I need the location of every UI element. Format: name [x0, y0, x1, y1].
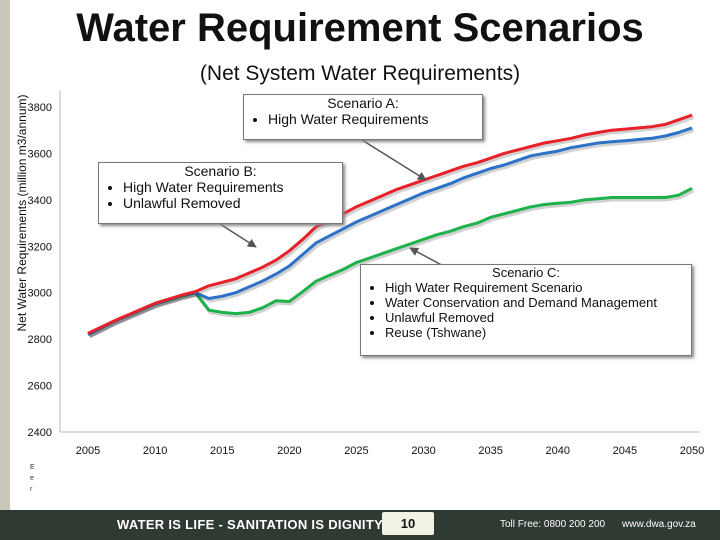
callout-c-bullet: Unlawful Removed: [385, 310, 691, 325]
footer-website: www.dwa.gov.za: [622, 519, 696, 530]
footer-slogan: WATER IS LIFE - SANITATION IS DIGNITY: [117, 517, 384, 532]
y-tick-label: 3200: [28, 241, 52, 253]
x-tick-label: 2010: [143, 445, 167, 457]
callout-b-title: Scenario B:: [184, 163, 257, 179]
series-line-red-shadow: [88, 115, 695, 338]
x-tick-label: 2030: [411, 445, 435, 457]
series-line-blue-shadow: [88, 128, 695, 339]
callout-c-title: Scenario C:: [492, 265, 560, 280]
left-edge-strip: [0, 0, 10, 540]
x-tick-label: 2040: [546, 445, 570, 457]
y-tick-label: 3400: [28, 195, 52, 207]
series-line-blue: [87, 126, 693, 336]
x-tick-label: 2005: [76, 445, 100, 457]
y-tick-label: 3000: [28, 288, 52, 300]
chart-subtitle: (Net System Water Requirements): [199, 62, 521, 85]
x-tick-label: 2035: [478, 445, 502, 457]
callout-a-title: Scenario A:: [327, 95, 399, 111]
y-tick-label: 2400: [28, 427, 52, 439]
series-line-green-shadow: [88, 188, 695, 339]
side-mark-text: E e r: [30, 464, 35, 493]
x-tick-label: 2045: [613, 445, 637, 457]
callout-scenario-a: Scenario A: High Water Requirements: [243, 94, 483, 140]
callout-scenario-c: Scenario C: High Water Requirement Scena…: [360, 264, 692, 356]
page-number: 10: [382, 512, 434, 535]
x-tick-label: 2025: [344, 445, 368, 457]
footer-tollfree: Toll Free: 0800 200 200: [500, 519, 606, 530]
callout-b-arrow: [219, 223, 257, 248]
y-tick-label: 2800: [28, 334, 52, 346]
callout-a-arrow: [361, 139, 427, 181]
callout-c-bullet: Water Conservation and Demand Management: [385, 295, 691, 310]
callout-c-bullet: Reuse (Tshwane): [385, 325, 691, 340]
x-tick-label: 2050: [680, 445, 704, 457]
y-tick-label: 2600: [28, 381, 52, 393]
callout-c-bullet: High Water Requirement Scenario: [385, 280, 691, 295]
x-tick-label: 2020: [277, 445, 301, 457]
callout-b-bullet: Unlawful Removed: [123, 195, 342, 211]
callout-b-bullet: High Water Requirements: [123, 179, 342, 195]
page-title: Water Requirement Scenarios: [76, 6, 644, 50]
callout-scenario-b: Scenario B: High Water Requirements Unla…: [98, 162, 343, 224]
y-tick-label: 3600: [28, 148, 52, 160]
x-tick-label: 2015: [210, 445, 234, 457]
y-tick-label: 3800: [28, 102, 52, 114]
series-line-green: [87, 186, 693, 336]
callout-a-bullet: High Water Requirements: [268, 111, 482, 127]
footer-bar: WATER IS LIFE - SANITATION IS DIGNITY 10…: [0, 510, 720, 540]
series-line-red: [87, 113, 693, 335]
